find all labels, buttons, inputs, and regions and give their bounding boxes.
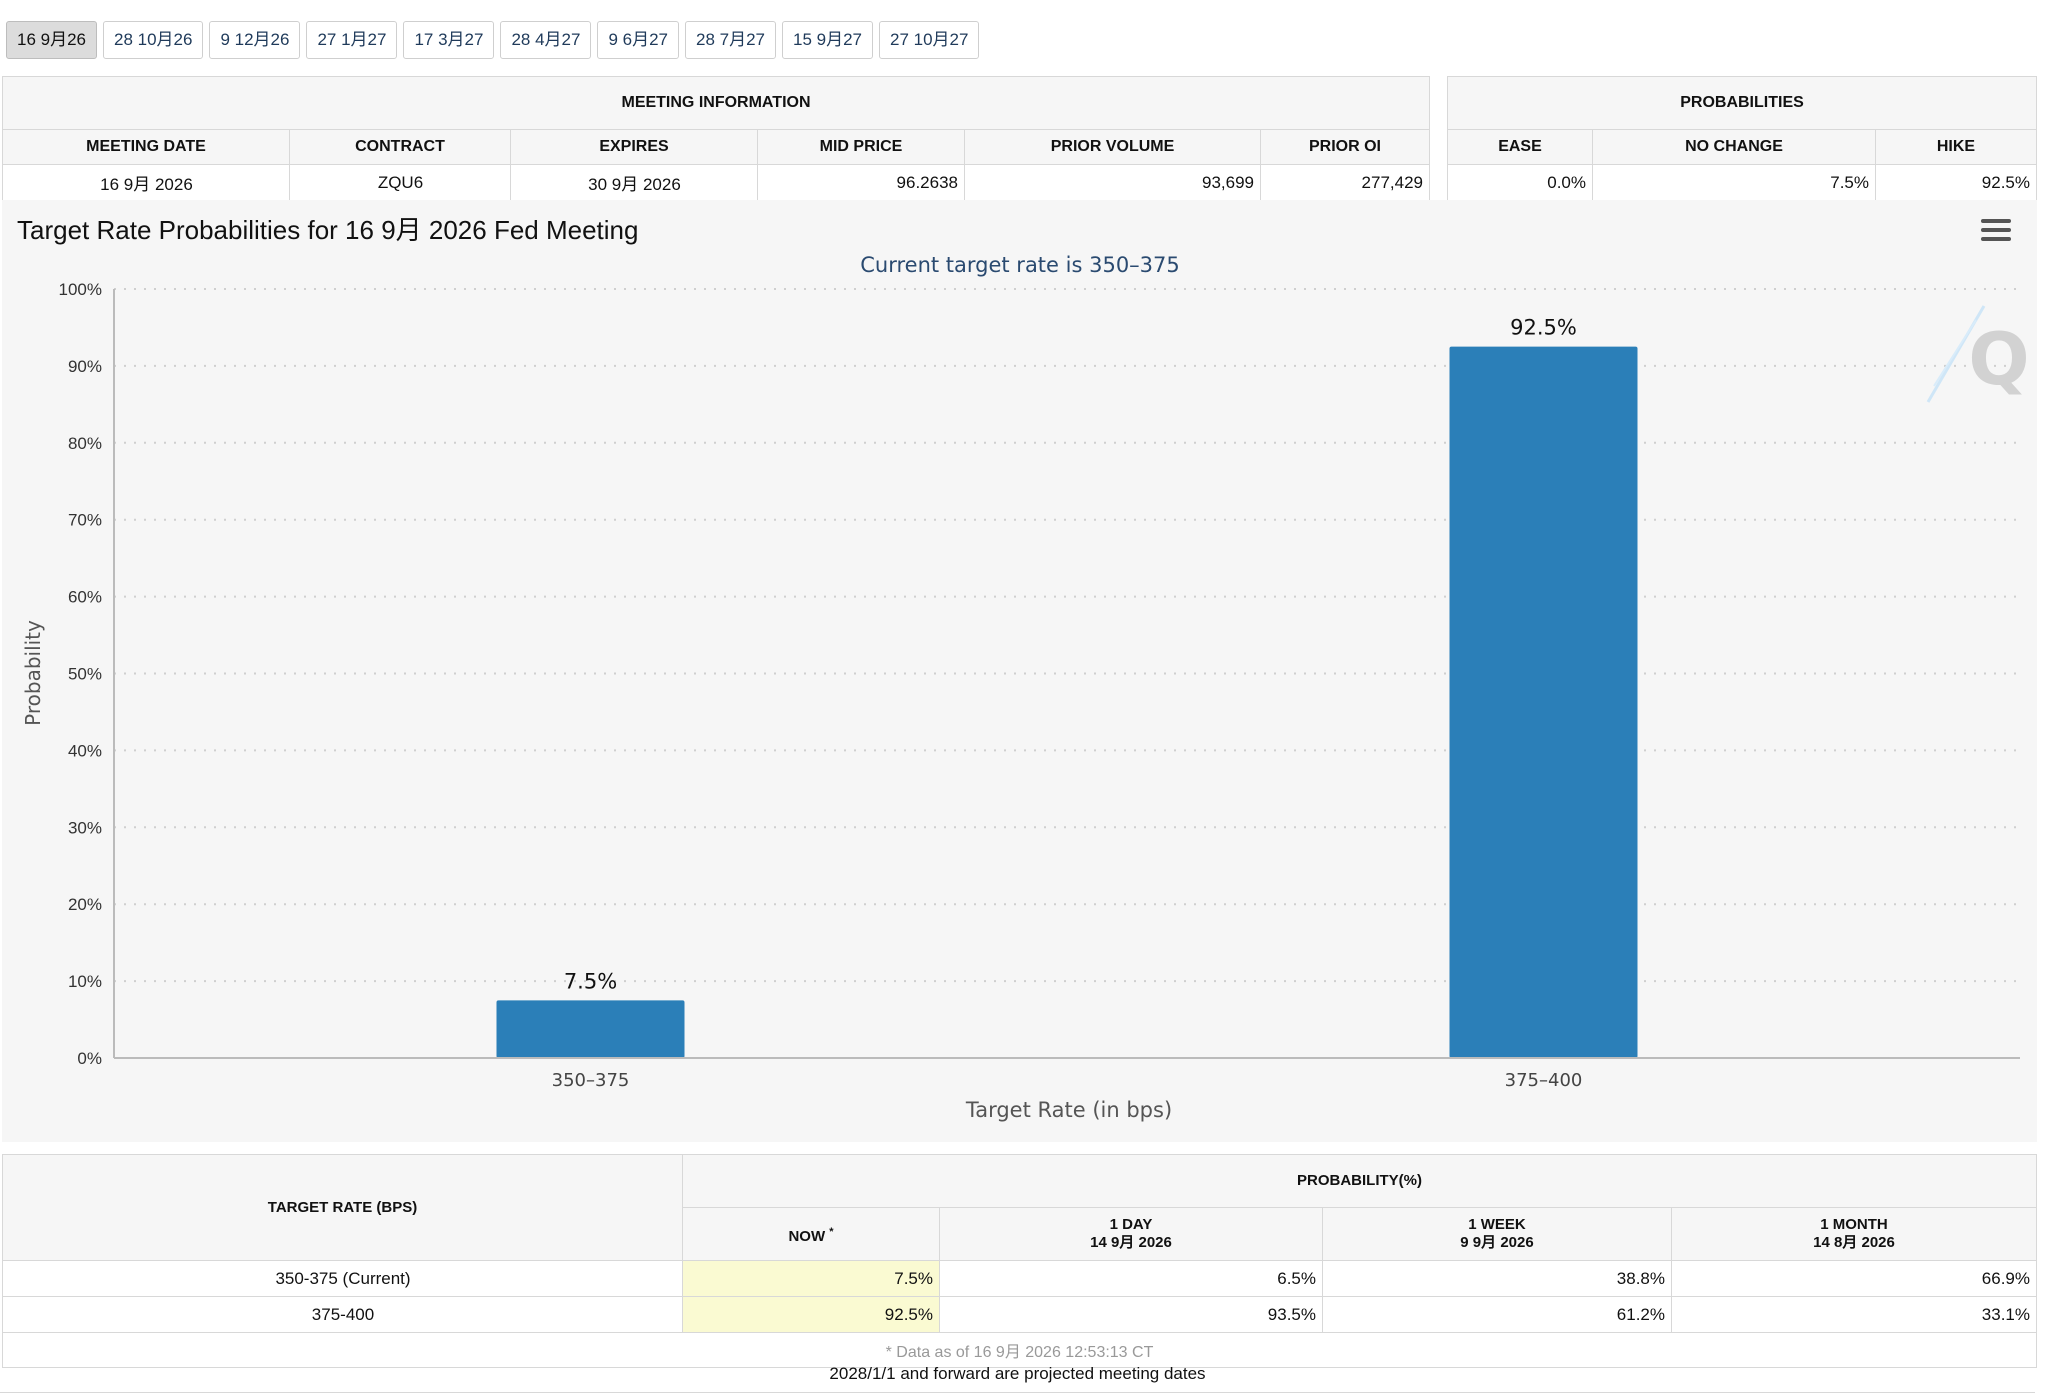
contract-value: ZQU6	[289, 164, 511, 201]
column-header: MID PRICE	[757, 129, 965, 165]
y-tick-label: 20%	[68, 895, 102, 914]
data-label: 7.5%	[564, 969, 617, 993]
watermark-logo: Q	[1926, 305, 2030, 403]
tab-meeting[interactable]: 28 10月26	[103, 21, 204, 59]
one-day-header: 1 DAY 14 9月 2026	[939, 1207, 1323, 1261]
now-cell: 7.5%	[682, 1260, 940, 1297]
meeting-information-title: MEETING INFORMATION	[2, 76, 1430, 130]
now-header: NOW *	[682, 1207, 940, 1261]
meeting-date-value: 16 9月 2026	[2, 164, 290, 201]
rate-cell: 375-400	[2, 1296, 683, 1333]
bar[interactable]	[1449, 346, 1638, 1058]
one-month-label: 1 MONTH	[1820, 1216, 1888, 1233]
tab-meeting[interactable]: 27 1月27	[306, 21, 398, 59]
bar-chart: 0% 10% 20% 30% 40% 50% 60% 70% 80% 90% 100% 7.5% 92…	[21, 253, 2030, 1122]
column-header: PRIOR OI	[1260, 129, 1430, 165]
x-axis-ticks: 350–375 375–400	[552, 1070, 1583, 1091]
hike-value: 92.5%	[1875, 164, 2037, 201]
expires-value: 30 9月 2026	[510, 164, 758, 201]
chart-panel	[2, 200, 2037, 1142]
one-week-date: 9 9月 2026	[1460, 1234, 1534, 1251]
target-rate-probability-table: TARGET RATE (BPS) PROBABILITY(%) NOW * 1…	[2, 1154, 2037, 1368]
one-month-cell: 66.9%	[1671, 1260, 2037, 1297]
x-axis-title: Target Rate (in bps)	[965, 1098, 1172, 1122]
mid-price-value: 96.2638	[757, 164, 965, 201]
probability-header: PROBABILITY(%)	[682, 1154, 2037, 1208]
tab-meeting[interactable]: 17 3月27	[403, 21, 495, 59]
one-day-cell: 6.5%	[939, 1260, 1323, 1297]
y-tick-label: 90%	[68, 357, 102, 376]
chart-subtitle: Current target rate is 350–375	[860, 253, 1180, 277]
tab-meeting[interactable]: 9 12月26	[209, 21, 301, 59]
x-tick-label: 375–400	[1505, 1070, 1583, 1091]
now-cell: 92.5%	[682, 1296, 940, 1333]
y-tick-label: 0%	[77, 1049, 102, 1068]
one-month-cell: 33.1%	[1671, 1296, 2037, 1333]
grid-lines	[114, 288, 2020, 983]
tab-meeting[interactable]: 16 9月26	[6, 21, 97, 59]
projected-dates-note: 2028/1/1 and forward are projected meeti…	[829, 1364, 1206, 1383]
target-rate-header: TARGET RATE (BPS)	[2, 1154, 683, 1261]
no-change-value: 7.5%	[1592, 164, 1876, 201]
tab-meeting[interactable]: 15 9月27	[782, 21, 873, 59]
y-tick-label: 60%	[68, 588, 102, 607]
y-tick-label: 40%	[68, 741, 102, 760]
y-axis-title: Probability	[21, 620, 45, 726]
one-day-date: 14 9月 2026	[1090, 1234, 1172, 1251]
column-header: CONTRACT	[289, 129, 511, 165]
tab-meeting[interactable]: 28 7月27	[685, 21, 776, 59]
now-header-label: NOW	[788, 1227, 826, 1245]
column-header: NO CHANGE	[1592, 129, 1876, 165]
now-header-marker: *	[829, 1225, 834, 1238]
one-month-date: 14 8月 2026	[1813, 1234, 1895, 1251]
hamburger-menu-icon[interactable]	[1981, 219, 2011, 243]
ease-value: 0.0%	[1447, 164, 1593, 201]
y-tick-label: 70%	[68, 511, 102, 530]
one-week-label: 1 WEEK	[1468, 1216, 1526, 1233]
y-tick-label: 10%	[68, 972, 102, 991]
prior-volume-value: 93,699	[964, 164, 1261, 201]
y-tick-label: 30%	[68, 818, 102, 837]
chart-title: Target Rate Probabilities for 16 9月 2026…	[17, 215, 639, 245]
tab-meeting[interactable]: 28 4月27	[500, 21, 592, 59]
bars: 7.5% 92.5%	[496, 316, 1638, 1058]
prior-oi-value: 277,429	[1260, 164, 1430, 201]
one-week-cell: 38.8%	[1322, 1260, 1672, 1297]
divider	[0, 1392, 2035, 1393]
data-label: 92.5%	[1510, 316, 1577, 340]
column-header: EXPIRES	[510, 129, 758, 165]
y-axis-ticks: 0% 10% 20% 30% 40% 50% 60% 70% 80% 90% 100%	[59, 280, 102, 1068]
table-row: 375-400 92.5% 93.5% 61.2% 33.1%	[2, 1296, 2037, 1333]
tab-meeting[interactable]: 27 10月27	[879, 21, 980, 59]
meeting-information-table: MEETING INFORMATION MEETING DATE CONTRAC…	[2, 76, 1430, 201]
one-day-label: 1 DAY	[1109, 1216, 1153, 1233]
data-as-of-note: * Data as of 16 9月 2026 12:53:13 CT	[2, 1332, 2037, 1368]
y-tick-label: 50%	[68, 665, 102, 684]
column-header: EASE	[1447, 129, 1593, 165]
one-week-header: 1 WEEK 9 9月 2026	[1322, 1207, 1672, 1261]
watermark-q: Q	[1968, 317, 2029, 401]
bar[interactable]	[496, 1000, 685, 1058]
probabilities-title: PROBABILITIES	[1447, 76, 2037, 130]
column-header: PRIOR VOLUME	[964, 129, 1261, 165]
column-header: MEETING DATE	[2, 129, 290, 165]
tab-meeting[interactable]: 9 6月27	[597, 21, 679, 59]
table-row: 350-375 (Current) 7.5% 6.5% 38.8% 66.9%	[2, 1260, 2037, 1297]
y-tick-label: 80%	[68, 434, 102, 453]
probabilities-table: PROBABILITIES EASE NO CHANGE HIKE 0.0% 7…	[1447, 76, 2037, 201]
x-tick-label: 350–375	[552, 1070, 630, 1091]
rate-cell: 350-375 (Current)	[2, 1260, 683, 1297]
one-day-cell: 93.5%	[939, 1296, 1323, 1333]
meeting-tabs: 16 9月26 28 10月26 9 12月26 27 1月27 17 3月27…	[6, 21, 980, 59]
y-tick-label: 100%	[59, 280, 102, 299]
one-month-header: 1 MONTH 14 8月 2026	[1671, 1207, 2037, 1261]
one-week-cell: 61.2%	[1322, 1296, 1672, 1333]
column-header: HIKE	[1875, 129, 2037, 165]
